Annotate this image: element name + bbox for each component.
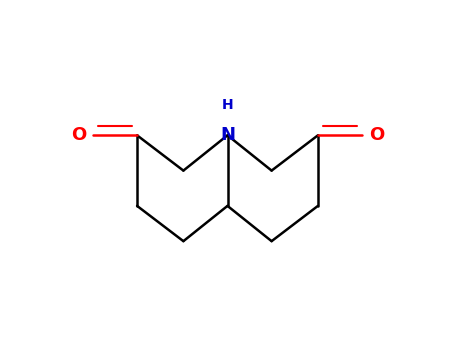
Text: H: H (222, 98, 233, 112)
Text: N: N (220, 126, 235, 144)
Text: O: O (71, 126, 86, 144)
Text: O: O (369, 126, 384, 144)
